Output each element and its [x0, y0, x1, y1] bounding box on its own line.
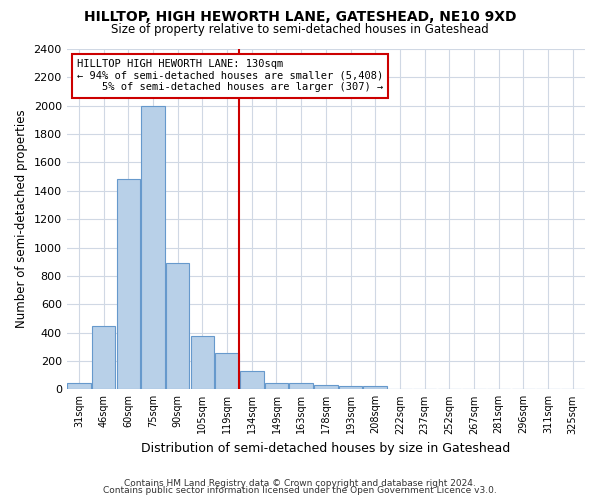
Text: HILLTOP, HIGH HEWORTH LANE, GATESHEAD, NE10 9XD: HILLTOP, HIGH HEWORTH LANE, GATESHEAD, N…: [84, 10, 516, 24]
Bar: [215, 353, 239, 390]
Y-axis label: Number of semi-detached properties: Number of semi-detached properties: [15, 110, 28, 328]
Bar: [92, 326, 115, 390]
Bar: [67, 383, 91, 390]
Bar: [116, 180, 140, 390]
Bar: [166, 263, 190, 390]
Text: Contains HM Land Registry data © Crown copyright and database right 2024.: Contains HM Land Registry data © Crown c…: [124, 478, 476, 488]
Bar: [289, 383, 313, 390]
Text: Contains public sector information licensed under the Open Government Licence v3: Contains public sector information licen…: [103, 486, 497, 495]
Text: Size of property relative to semi-detached houses in Gateshead: Size of property relative to semi-detach…: [111, 22, 489, 36]
Bar: [191, 336, 214, 390]
Bar: [240, 371, 263, 390]
Bar: [142, 106, 165, 390]
X-axis label: Distribution of semi-detached houses by size in Gateshead: Distribution of semi-detached houses by …: [141, 442, 511, 455]
Bar: [265, 383, 288, 390]
Bar: [314, 385, 338, 390]
Bar: [364, 386, 387, 390]
Text: HILLTOP HIGH HEWORTH LANE: 130sqm
← 94% of semi-detached houses are smaller (5,4: HILLTOP HIGH HEWORTH LANE: 130sqm ← 94% …: [77, 59, 383, 92]
Bar: [339, 386, 362, 390]
